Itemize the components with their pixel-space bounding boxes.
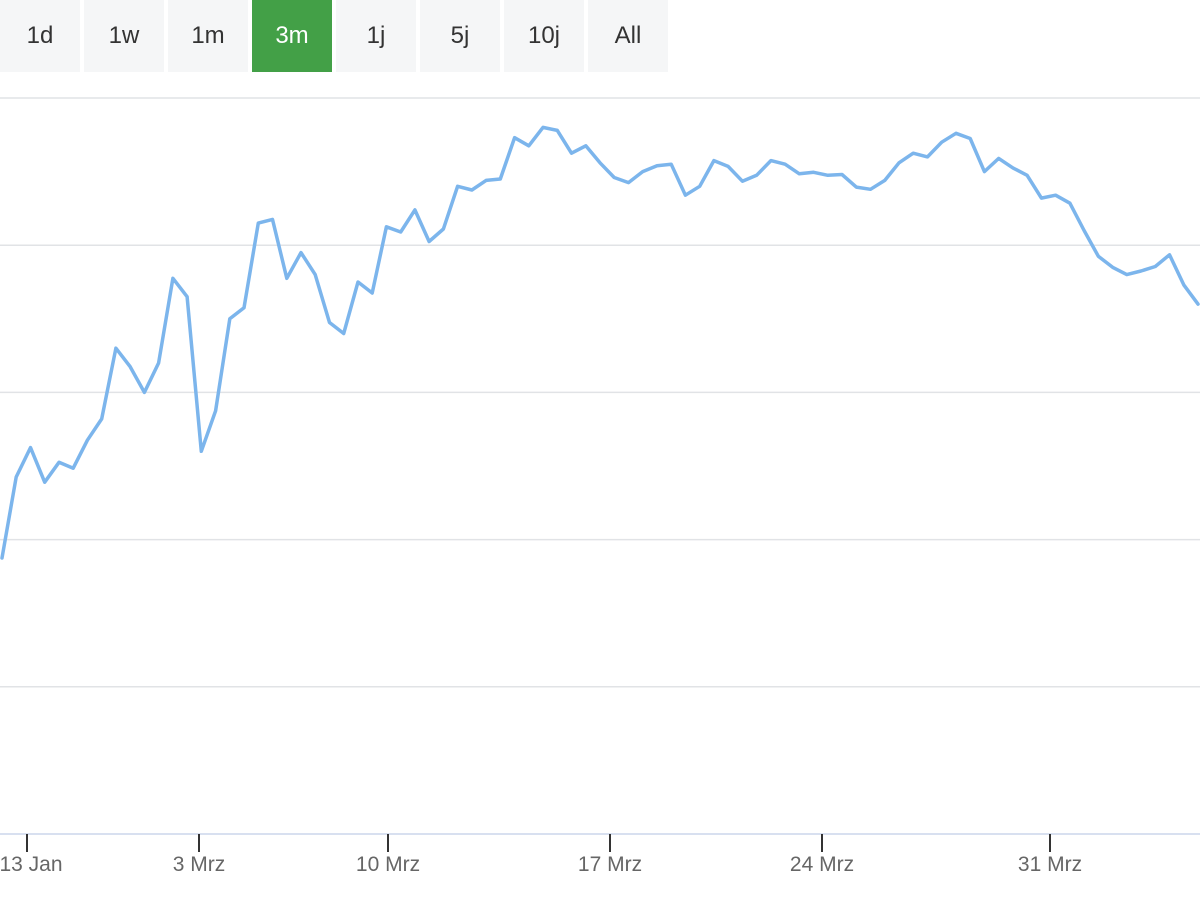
range-button-1j[interactable]: 1j	[336, 0, 416, 72]
range-button-3m[interactable]: 3m	[252, 0, 332, 72]
x-tick-label: 13 Jan	[0, 853, 63, 876]
range-selector: 1d 1w 1m 3m 1j 5j 10j All	[0, 0, 668, 72]
range-button-all[interactable]: All	[588, 0, 668, 72]
price-chart: 13 Jan 3 Mrz 10 Mrz 17 Mrz 24 Mrz 31 Mrz	[0, 97, 1200, 876]
series-line-0	[0, 125, 1200, 560]
x-axis-ticks: 13 Jan 3 Mrz 10 Mrz 17 Mrz 24 Mrz 31 Mrz	[0, 834, 1082, 876]
chart-grid	[0, 97, 1200, 688]
x-tick-label: 31 Mrz	[1018, 853, 1082, 876]
x-tick-label: 10 Mrz	[356, 853, 420, 876]
chart-series	[0, 125, 1200, 560]
range-button-1d[interactable]: 1d	[0, 0, 80, 72]
range-button-1w[interactable]: 1w	[84, 0, 164, 72]
range-button-1m[interactable]: 1m	[168, 0, 248, 72]
range-button-10j[interactable]: 10j	[504, 0, 584, 72]
range-button-5j[interactable]: 5j	[420, 0, 500, 72]
x-tick-label: 3 Mrz	[173, 853, 226, 876]
x-tick-label: 24 Mrz	[790, 853, 854, 876]
x-tick-label: 17 Mrz	[578, 853, 642, 876]
